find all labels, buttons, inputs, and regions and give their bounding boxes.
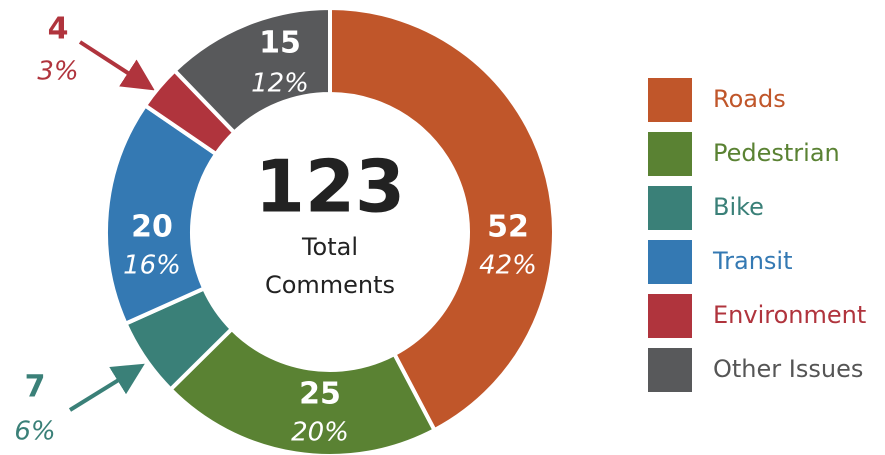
value-label: 52 [487, 210, 529, 245]
legend-swatch [648, 132, 692, 176]
slice [171, 5, 332, 136]
legend-label: Other Issues [713, 355, 863, 383]
percent-label: 20% [291, 418, 349, 448]
value-label: 15 [259, 26, 301, 61]
legend-label: Bike [713, 193, 764, 221]
center-label: Total [301, 233, 358, 261]
value-label: 4 [48, 12, 69, 47]
value-label: 7 [25, 370, 46, 405]
percent-label: 16% [123, 251, 181, 281]
legend-label: Environment [713, 301, 866, 329]
legend-label: Transit [712, 247, 793, 275]
value-label: 20 [131, 210, 173, 245]
legend-swatch [648, 348, 692, 392]
legend-label: Roads [713, 85, 786, 113]
percent-label: 12% [251, 69, 309, 99]
legend-swatch [648, 294, 692, 338]
legend-swatch [648, 240, 692, 284]
total: 123 [255, 145, 405, 229]
center-label: Comments [265, 271, 395, 299]
legend-swatch [648, 186, 692, 230]
percent-label: 42% [479, 251, 537, 281]
arrow [78, 40, 155, 91]
legend-swatch [648, 78, 692, 122]
legend-label: Pedestrian [713, 139, 840, 167]
arrow [68, 363, 145, 412]
percent-label: 3% [37, 57, 78, 87]
slice [328, 5, 556, 433]
percent-label: 6% [14, 417, 55, 447]
value-label: 25 [299, 377, 341, 412]
